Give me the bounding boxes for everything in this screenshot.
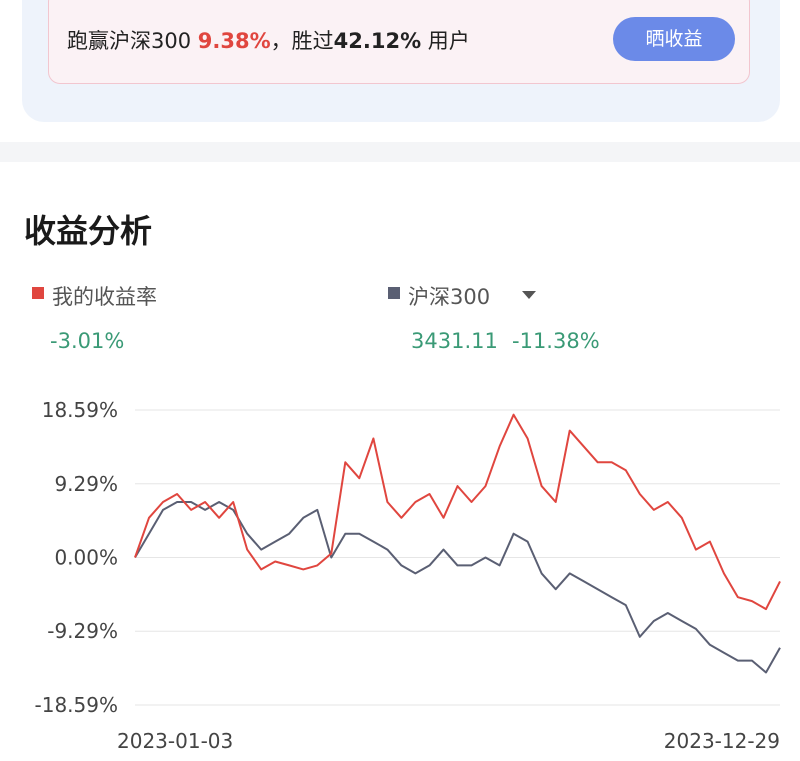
series-line [134,413,781,611]
legend-swatch [32,287,44,299]
legend-label: 沪深300 [408,285,490,309]
legend-swatch [388,287,400,299]
separator [0,142,800,162]
banner: 跑赢沪深300 9.38%，胜过42.12% 用户 晒收益 [48,0,750,84]
banner-text: 跑赢沪深300 9.38%，胜过42.12% 用户 [67,25,470,55]
beat-users: 42.12% [333,29,422,53]
text: 用户 [427,29,470,53]
beat-index: 9.38% [197,29,271,53]
text: ，胜过 [270,29,334,53]
share-button[interactable]: 晒收益 [613,17,735,61]
y-tick-label: 9.29% [54,472,118,496]
x-tick-label: 2023-01-03 [117,729,233,753]
series-latest: -11.38% [512,329,600,353]
series-latest: -3.01% [50,329,124,353]
text: 跑赢沪深300 [67,29,192,53]
y-tick-label: 18.59% [42,398,118,422]
legend-label: 我的收益率 [52,285,157,309]
y-tick-label: -9.29% [47,619,118,643]
y-tick-label: -18.59% [35,693,118,717]
x-tick-label: 2023-12-29 [664,729,780,753]
index-value: 3431.11 [411,329,498,353]
series-line [134,501,781,674]
section-title: 收益分析 [24,212,153,250]
dropdown-arrow[interactable] [522,291,536,299]
y-tick-label: 0.00% [54,546,118,570]
